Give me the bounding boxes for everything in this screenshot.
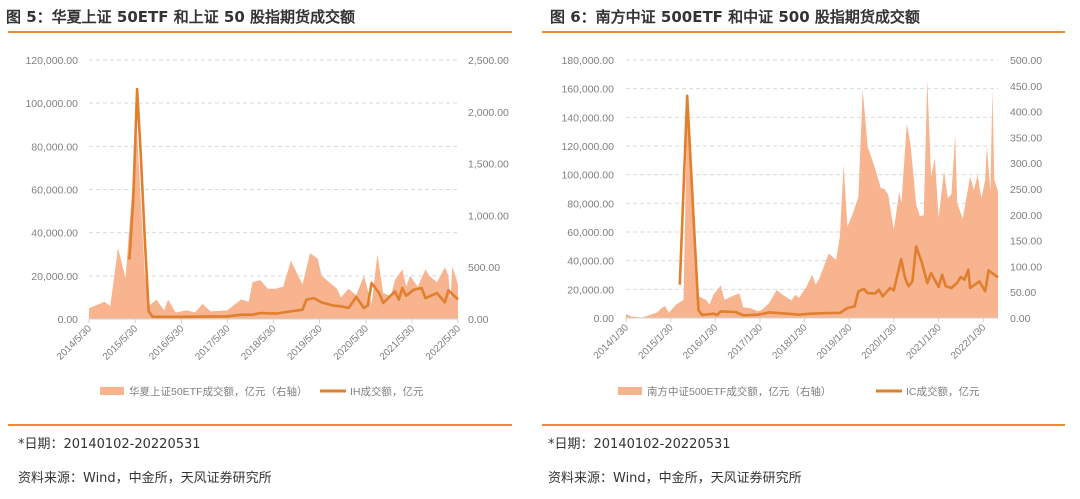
legend-area-label: 南方中证500ETF成交额，亿元（右轴） <box>647 385 831 398</box>
x-tick-label: 2018/5/30 <box>239 323 279 363</box>
y-left-tick-label: 80,000.00 <box>567 198 614 210</box>
etf-turnover-area <box>89 132 458 319</box>
x-tick-label: 2022/1/30 <box>949 322 989 362</box>
y-right-tick-label: 450.00 <box>1010 81 1042 93</box>
x-tick-label: 2020/5/30 <box>332 323 372 363</box>
y-left-tick-label: 100,000.00 <box>561 170 614 182</box>
y-left-tick-label: 140,000.00 <box>561 112 614 124</box>
y-right-tick-label: 200.00 <box>1010 210 1042 222</box>
footer-divider <box>542 424 1065 426</box>
y-right-tick-label: 150.00 <box>1010 236 1042 248</box>
y-right-tick-label: 500.00 <box>1010 55 1042 67</box>
y-left-tick-label: 60,000.00 <box>567 227 614 239</box>
y-left-tick-label: 40,000.00 <box>31 228 78 240</box>
x-tick-label: 2017/1/30 <box>726 322 766 362</box>
chart-title: 图 5：华夏上证 50ETF 和上证 50 股指期货成交额 <box>6 8 356 26</box>
x-tick-label: 2018/1/30 <box>770 322 810 362</box>
date-note: *日期：20140102-20220531 <box>18 437 201 452</box>
chart-5: 0.00 20,000.00 40,000.00 60,000.00 80,000.00… <box>25 55 509 398</box>
x-tick-label: 2017/5/30 <box>193 323 233 363</box>
y-left-tick-label: 100,000.00 <box>25 98 78 110</box>
y-right-tick-label: 50.00 <box>1010 287 1036 299</box>
x-tick-label: 2016/1/30 <box>681 322 721 362</box>
y-left-tick-label: 160,000.00 <box>561 84 614 96</box>
x-tick-label: 2021/5/30 <box>378 323 418 363</box>
x-tick-label: 2016/5/30 <box>147 323 187 363</box>
y-right-tick-label: 100.00 <box>1010 261 1042 273</box>
legend-area-swatch <box>618 387 642 395</box>
x-tick-label: 2020/1/30 <box>860 322 900 362</box>
futures-turnover-line <box>128 87 459 319</box>
y-right-tick-label: 0.00 <box>1010 313 1031 325</box>
x-tick-label: 2015/5/30 <box>101 323 141 363</box>
y-right-tick-label: 1,500.00 <box>468 159 509 171</box>
y-left-tick-label: 20,000.00 <box>31 271 78 283</box>
source-note: 资料来源：Wind，中金所，天风证券研究所 <box>18 471 272 486</box>
x-tick-label: 2014/1/30 <box>592 322 632 362</box>
chart-panel-5: 图 5：华夏上证 50ETF 和上证 50 股指期货成交额 0.00 20,000… <box>6 8 512 486</box>
y-left-tick-label: 120,000.00 <box>561 141 614 153</box>
y-right-tick-label: 1,000.00 <box>468 210 509 222</box>
y-left-tick-label: 20,000.00 <box>567 284 614 296</box>
legend-area-label: 华夏上证50ETF成交额，亿元（右轴） <box>129 385 308 398</box>
x-tick-label: 2019/5/30 <box>285 323 325 363</box>
x-tick-label: 2015/1/30 <box>636 322 676 362</box>
etf-turnover-area <box>626 80 998 318</box>
y-right-tick-label: 2,000.00 <box>468 107 509 119</box>
chart-panel-6: 图 6：南方中证 500ETF 和中证 500 股指期货成交额 0.00 20,0… <box>540 0 1080 499</box>
legend-line-label: IC成交额，亿元 <box>906 385 980 398</box>
x-tick-label: 2021/1/30 <box>904 322 944 362</box>
y-right-tick-label: 400.00 <box>1010 107 1042 119</box>
y-left-tick-label: 120,000.00 <box>25 55 78 67</box>
y-right-tick-label: 250.00 <box>1010 184 1042 196</box>
y-right-tick-label: 2,500.00 <box>468 55 509 67</box>
y-left-tick-label: 80,000.00 <box>31 141 78 153</box>
chart-title: 图 6：南方中证 500ETF 和中证 500 股指期货成交额 <box>550 8 920 26</box>
y-right-tick-label: 300.00 <box>1010 158 1042 170</box>
y-right-tick-label: 0.00 <box>468 314 489 326</box>
x-tick-label: 2022/5/30 <box>424 323 464 363</box>
x-tick-label: 2014/5/30 <box>55 323 95 363</box>
title-divider <box>8 31 512 33</box>
chart-6: 0.00 20,000.00 40,000.00 60,000.00 80,000.00… <box>561 55 1042 398</box>
legend-area-swatch <box>100 387 124 395</box>
y-left-tick-label: 180,000.00 <box>561 55 614 67</box>
y-right-tick-label: 500.00 <box>468 262 500 274</box>
futures-turnover-line <box>678 94 999 317</box>
y-left-tick-label: 0.00 <box>58 314 79 326</box>
y-left-tick-label: 0.00 <box>594 313 615 325</box>
y-left-tick-label: 60,000.00 <box>31 185 78 197</box>
y-left-tick-label: 40,000.00 <box>567 256 614 268</box>
x-tick-label: 2019/1/30 <box>815 322 855 362</box>
legend-line-label: IH成交额，亿元 <box>350 385 424 398</box>
y-right-tick-label: 350.00 <box>1010 132 1042 144</box>
footer-divider <box>8 424 512 426</box>
date-note: *日期：20140102-20220531 <box>548 437 731 452</box>
source-note: 资料来源：Wind，中金所，天风证券研究所 <box>548 471 802 486</box>
title-divider <box>542 31 1065 33</box>
